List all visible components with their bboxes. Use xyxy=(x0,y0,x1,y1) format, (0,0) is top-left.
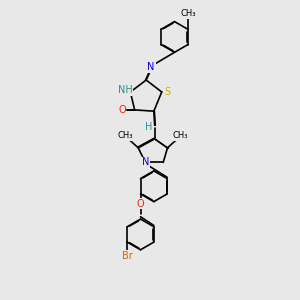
Text: O: O xyxy=(137,199,144,208)
Text: S: S xyxy=(165,87,171,97)
Text: H: H xyxy=(145,122,152,132)
Text: N: N xyxy=(147,62,155,72)
Text: CH₃: CH₃ xyxy=(172,131,188,140)
Text: Br: Br xyxy=(122,251,133,261)
Text: N: N xyxy=(142,158,149,167)
Text: NH: NH xyxy=(118,85,132,95)
Text: O: O xyxy=(118,105,126,115)
Text: CH₃: CH₃ xyxy=(118,131,133,140)
Text: CH₃: CH₃ xyxy=(180,9,196,18)
